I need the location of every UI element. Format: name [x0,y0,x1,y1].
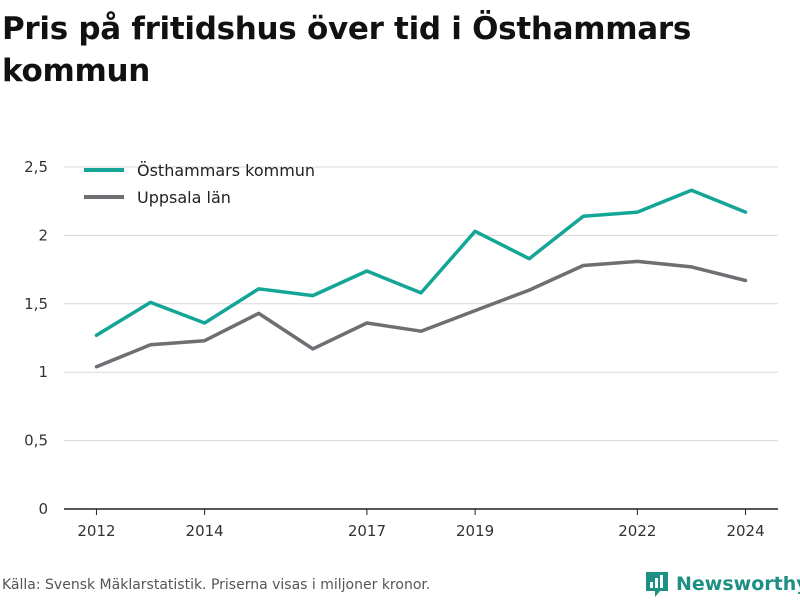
x-tick-label: 2022 [618,522,656,540]
y-tick-label: 1,5 [24,295,48,313]
y-tick-label: 2 [38,226,48,244]
legend-label: Östhammars kommun [137,161,315,180]
x-axis-ticks: 2012 2014 2017 2019 2022 2024 [77,509,765,540]
brand-name: Newsworthy [676,573,800,595]
legend-label: Uppsala län [137,188,231,207]
y-axis-ticks: 0 0,5 1 1,5 2 2,5 [24,158,48,518]
chart-title: Pris på fritidshus över tid i Östhammars… [2,11,691,89]
legend: Östhammars kommun Uppsala län [84,161,315,207]
series-lines [94,188,748,369]
series-line-2 [94,259,748,369]
source-note: Källa: Svensk Mäklarstatistik. Priserna … [2,577,431,593]
newsworthy-logo-icon [646,572,668,597]
x-tick-label: 2019 [456,522,494,540]
series-line-1 [94,188,748,338]
y-tick-label: 1 [38,363,48,381]
brand-logo[interactable]: Newsworthy [644,570,800,598]
x-tick-label: 2012 [77,522,115,540]
x-tick-label: 2017 [348,522,386,540]
y-tick-label: 0 [38,500,48,518]
grid-lines [64,166,778,510]
y-tick-label: 2,5 [24,158,48,176]
x-tick-label: 2014 [186,522,224,540]
x-tick-label: 2024 [726,522,764,540]
y-tick-label: 0,5 [24,432,48,450]
